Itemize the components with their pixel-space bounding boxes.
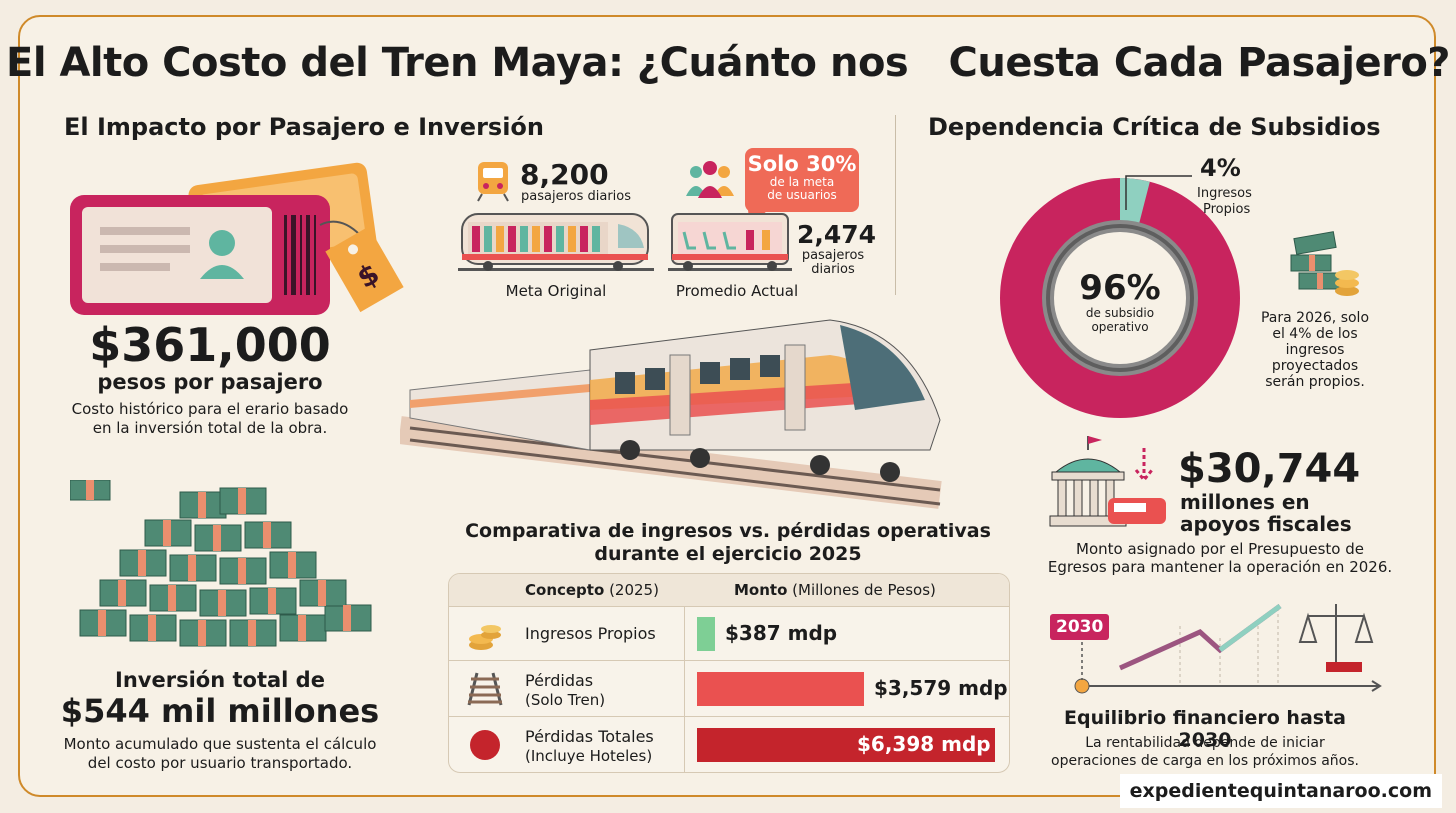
- fiscal-support-unit-1: millones en: [1180, 490, 1310, 514]
- note-line2: el 4% de los: [1272, 326, 1358, 342]
- cash-coins-icon: [1290, 231, 1359, 296]
- usage-bubble: Solo 30% de la meta de usuarios: [745, 148, 859, 212]
- bar-losses-total: [697, 728, 995, 762]
- money-stacks-icon: [70, 480, 372, 647]
- usage-bubble-line3: de usuarios: [767, 188, 837, 202]
- header-concept: Concepto (2025): [525, 581, 659, 599]
- table-row: Ingresos Propios $387 mdp: [449, 606, 1009, 661]
- fiscal-support-value: $30,744: [1178, 446, 1361, 492]
- table-header: Concepto (2025) Monto (Millones de Pesos…: [449, 574, 1009, 606]
- train-icon: [477, 162, 509, 202]
- break-even-chart-icon: [1074, 603, 1382, 694]
- donut-sub-2: operativo: [1091, 320, 1149, 334]
- people-group-icon: [686, 161, 734, 198]
- year-tag: 2030: [1050, 614, 1110, 640]
- cost-description-line1: Costo histórico para el erario basado: [71, 400, 349, 418]
- note-line4: proyectados: [1271, 358, 1359, 374]
- cost-per-passenger-value: $361,000: [89, 318, 331, 372]
- actual-caption: Promedio Actual: [675, 282, 799, 300]
- investment-description-line2: del costo por usuario transportado.: [87, 754, 353, 772]
- own-income-pct: 4%: [1200, 154, 1241, 182]
- actual-passengers-label-1: pasajeros: [801, 248, 865, 263]
- note-line5: serán propios.: [1265, 374, 1365, 390]
- own-income-label-2: Propios: [1203, 202, 1251, 217]
- section-divider: [895, 115, 896, 295]
- donut-sub-1: de subsidio: [1085, 306, 1155, 320]
- investment-value: $544 mil millones: [60, 692, 380, 730]
- bar-income: [697, 617, 715, 651]
- equilibrium-title: Equilibrio financiero hasta 2030: [1063, 707, 1346, 751]
- table-title-line1: Comparativa de ingresos vs. pérdidas ope…: [465, 520, 991, 542]
- cost-description-line2: en la inversión total de la obra.: [92, 419, 328, 437]
- red-circle-icon: [470, 730, 500, 760]
- fiscal-description-line1: Monto asignado por el Presupuesto de: [1076, 540, 1364, 558]
- government-building-icon: [1049, 436, 1166, 527]
- fiscal-support-unit-2: apoyos fiscales: [1180, 512, 1352, 536]
- railroad-track-icon: [467, 672, 503, 706]
- full-train-car-icon: [458, 213, 654, 271]
- ticket-icon: $: [70, 162, 404, 315]
- page-title: El Alto Costo del Tren Maya: ¿Cuánto nos…: [6, 40, 1451, 86]
- header-amount: Monto (Millones de Pesos): [734, 581, 936, 599]
- value-losses-train: $3,579 mdp: [874, 676, 1008, 700]
- empty-train-car-icon: [668, 213, 792, 271]
- bar-losses-train: [697, 672, 864, 706]
- row-label: Ingresos Propios: [525, 624, 656, 643]
- fiscal-description-line2: Egresos para mantener la operación en 20…: [1047, 558, 1393, 576]
- goal-passengers-label: pasajeros diarios: [521, 189, 631, 204]
- goal-passengers-number: 8,200: [520, 158, 609, 191]
- table-title-line2: durante el ejercicio 2025: [594, 543, 862, 565]
- comparison-table: Concepto (2025) Monto (Millones de Pesos…: [448, 573, 1010, 773]
- row-sublabel: (Incluye Hoteles): [525, 747, 653, 765]
- impact-heading: El Impacto por Pasajero e Inversión: [64, 113, 544, 141]
- donut-percentage: 96%: [1079, 268, 1161, 308]
- train-illustration: [400, 319, 942, 509]
- row-label: Pérdidas: [525, 671, 594, 690]
- subsidy-heading: Dependencia Crítica de Subsidios: [928, 113, 1381, 141]
- own-income-label-1: Ingresos: [1197, 186, 1252, 201]
- source-url[interactable]: expedientequintanaroo.com: [1119, 774, 1442, 808]
- note-line1: Para 2026, solo: [1260, 310, 1370, 326]
- value-losses-total: $6,398 mdp: [857, 732, 991, 756]
- cost-per-passenger-unit: pesos por pasajero: [97, 370, 323, 394]
- value-income: $387 mdp: [725, 621, 838, 645]
- actual-passengers-label-2: diarios: [811, 262, 855, 277]
- column-divider: [684, 574, 685, 772]
- row-sublabel: (Solo Tren): [525, 691, 606, 709]
- table-row: Pérdidas Totales (Incluye Hoteles) $6,39…: [449, 716, 1009, 772]
- coins-icon: [469, 625, 501, 650]
- investment-description-line1: Monto acumulado que sustenta el cálculo: [63, 735, 377, 753]
- equilibrium-desc-line1: La rentabilidad depende de iniciar: [1085, 735, 1325, 751]
- usage-bubble-line2: de la meta: [769, 175, 835, 189]
- investment-line1: Inversión total de: [115, 668, 325, 692]
- equilibrium-desc-line2: operaciones de carga en los próximos año…: [1051, 753, 1359, 769]
- table-row: Pérdidas (Solo Tren) $3,579 mdp: [449, 660, 1009, 717]
- subsidy-donut: [1000, 178, 1240, 418]
- callout-line: [1125, 175, 1192, 210]
- note-line3: ingresos: [1285, 342, 1345, 358]
- goal-caption: Meta Original: [505, 282, 607, 300]
- row-label: Pérdidas Totales: [525, 727, 654, 746]
- usage-bubble-pct: Solo 30%: [747, 152, 857, 176]
- actual-passengers-number: 2,474: [797, 220, 877, 249]
